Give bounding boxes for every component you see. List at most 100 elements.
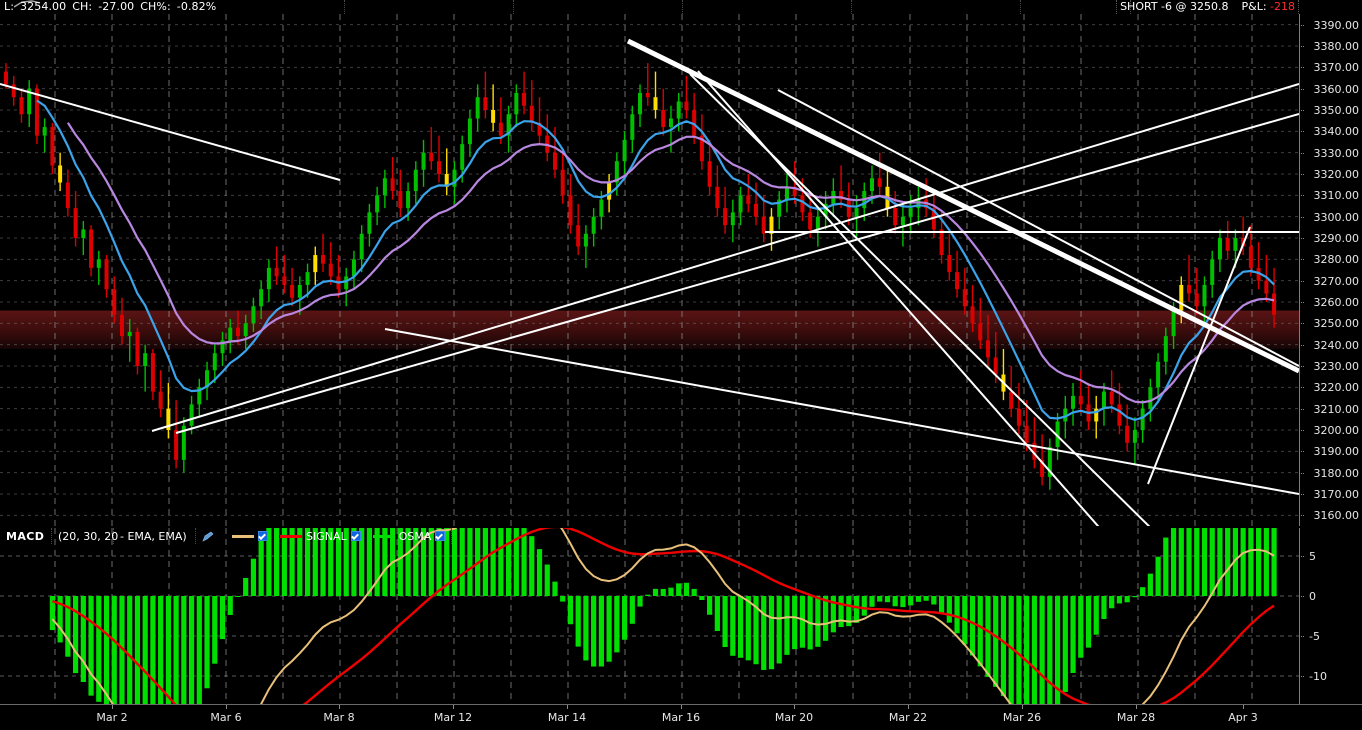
osma-bar [204,596,210,689]
price-axis-tick [1299,238,1304,239]
candle-body [1132,430,1137,443]
candle-body [730,212,735,226]
osma-bar [312,528,318,596]
candle-body [81,229,86,238]
trendline-up-mid[interactable] [384,328,1299,495]
osma-bar [707,596,713,615]
candle-body [498,122,503,136]
candle-body [65,182,70,209]
osma-bar [119,596,125,704]
osma-bar [57,596,63,643]
macd-axis-rule [1299,528,1300,704]
candle-body [1179,284,1184,311]
price-axis-label: 3370.00 [1313,61,1360,75]
change-value: -27.00 [98,0,135,13]
candle-body [1225,238,1230,251]
price-axis-label: 3300.00 [1313,210,1360,224]
osma-bar [258,539,264,596]
osma-bar [266,528,272,596]
osma-bar [181,596,187,704]
candle-body [174,430,179,460]
trendline-down-major-thick[interactable] [626,38,1299,374]
osma-bar [397,528,403,596]
candle-body [707,161,712,187]
trendline-down-steep-2[interactable] [689,73,1160,526]
osma-bar [1132,596,1138,598]
osma-bar [1178,528,1184,596]
osma-bar [158,596,164,704]
price-axis-label: 3250.00 [1313,317,1360,331]
time-axis[interactable]: Mar 2 Mar 6 Mar 8 Mar 12 Mar 14 Mar 16 Mar 20 M… [0,704,1362,730]
price-axis-label: 3190.00 [1313,445,1360,459]
osma-bar [1070,596,1076,673]
osma-bar [1024,596,1030,704]
osma-bar [405,528,411,596]
trendline-down-from-left[interactable] [0,83,341,181]
candle-body [854,208,859,217]
candle-body [282,276,287,285]
osma-bar [343,528,349,596]
osma-bar [1186,528,1192,596]
candle-body [228,327,233,341]
candle-body [104,259,109,290]
osma-bar [792,596,798,650]
osma-bar [621,596,628,640]
osma-bar [444,528,450,596]
candle-body [900,216,905,226]
macd-axis-tick [1299,556,1304,557]
osma-bar [188,596,195,704]
trendline-down-steep-mid[interactable] [697,70,1105,526]
osma-bar [1248,528,1254,596]
macd-axis[interactable]: 5 0 -5 -10 [1299,528,1362,704]
osma-bar [567,596,574,625]
candle-body [808,212,813,230]
candle-body [235,327,240,337]
osma-bar [274,528,280,596]
osma-bar [297,528,303,596]
price-axis[interactable]: 3390.00 3380.00 3370.00 3360.00 3350.00 3340.… [1299,14,1362,526]
candle-body [506,114,511,136]
osma-bar [1147,573,1153,596]
price-axis-tick [1299,110,1304,111]
osma-bar [1194,528,1200,596]
candle-body [560,169,565,196]
osma-bar [281,528,287,596]
candle-body [351,259,356,277]
osma-bar [212,596,218,664]
candle-body [11,84,16,98]
time-axis-label: Mar 8 [323,711,355,724]
info-bar: L: 3254.00 CH: -27.00 CH%: -0.82% SHORT -6 @ … [0,0,1362,14]
macd-chart-panel[interactable] [0,528,1299,704]
candle-body [1140,408,1145,430]
trendline-up-lower-2[interactable] [175,113,1299,434]
trendline-up-steep-right[interactable] [1147,226,1251,485]
candle-body [135,331,140,366]
time-axis-label: Mar 12 [433,711,473,724]
osma-bar [88,596,94,696]
ma-slow-line [66,122,1275,404]
macd-axis-label: 0 [1309,590,1316,603]
price-chart-panel[interactable] [0,14,1299,526]
candle-body [1217,238,1222,260]
candle-body [746,195,751,204]
price-axis-label: 3290.00 [1313,232,1360,245]
sparkline-icon [14,0,40,8]
osma-bar [915,596,921,602]
trendline-up-lower-major[interactable] [151,83,1299,432]
price-axis-tick [1299,46,1304,47]
candle-body [947,255,952,273]
candle-body [800,195,805,213]
osma-bar [335,528,342,596]
price-axis-label: 3230.00 [1313,360,1360,373]
candle-body [529,105,534,123]
time-axis-tick [1136,705,1137,709]
trendline-down-right-2[interactable] [777,89,1299,367]
osma-bar [150,596,156,704]
osma-bar [1016,596,1022,704]
candle-body [96,259,101,268]
osma-bar [583,596,589,661]
time-axis-tick [339,705,340,709]
candle-body [1063,408,1068,422]
price-axis-tick [1299,174,1304,175]
candle-body [266,267,271,290]
